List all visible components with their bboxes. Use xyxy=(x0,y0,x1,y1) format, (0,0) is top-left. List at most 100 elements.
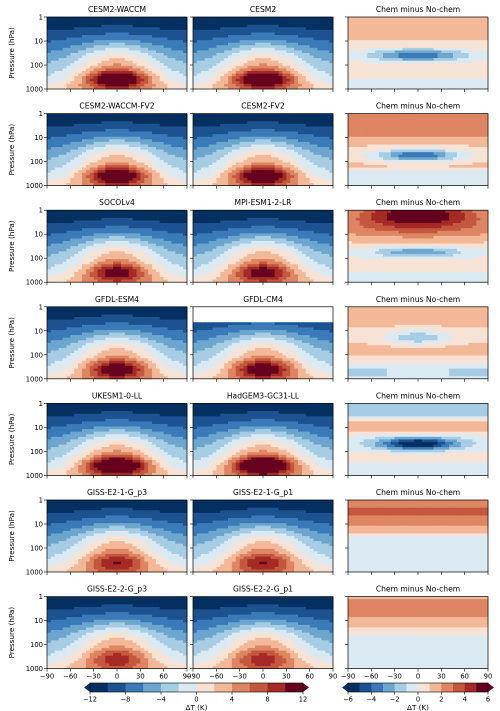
heatmap-cell xyxy=(255,27,260,31)
heatmap-cell xyxy=(301,32,307,36)
heatmap-cell xyxy=(251,123,256,127)
heatmap-cell xyxy=(193,22,198,26)
heatmap-cell xyxy=(290,71,295,74)
heatmap-cell xyxy=(394,83,399,87)
heatmap-cell xyxy=(128,65,133,69)
heatmap-cell xyxy=(128,83,133,87)
heatmap-cell xyxy=(136,118,141,122)
heatmap-cell xyxy=(259,83,264,87)
heatmap-cell xyxy=(163,165,168,168)
heatmap-cell xyxy=(290,50,295,54)
heatmap-cell xyxy=(109,27,114,31)
heatmap-cell xyxy=(144,65,149,69)
heatmap-cell xyxy=(472,71,477,74)
heatmap-cell xyxy=(179,29,184,33)
heatmap-cell xyxy=(371,55,376,59)
heatmap-cell xyxy=(480,17,485,20)
heatmap-cell xyxy=(70,116,75,120)
heatmap-cell xyxy=(298,152,303,156)
heatmap-cell xyxy=(183,81,188,85)
heatmap-cell xyxy=(124,180,130,184)
heatmap-cell xyxy=(394,86,399,90)
heatmap-cell xyxy=(317,175,322,179)
heatmap-cell xyxy=(74,76,79,80)
heatmap-cell xyxy=(101,170,106,174)
heatmap-cell xyxy=(47,136,52,140)
heatmap-cell xyxy=(171,183,176,186)
heatmap-cell xyxy=(148,165,153,168)
heatmap-cell xyxy=(453,35,458,38)
heatmap-cell xyxy=(155,165,161,168)
heatmap-cell xyxy=(274,154,279,158)
heatmap-cell xyxy=(274,116,279,120)
heatmap-cell xyxy=(464,22,469,26)
heatmap-cell xyxy=(375,24,380,28)
heatmap-cell xyxy=(140,149,145,153)
heatmap-cell xyxy=(418,22,423,26)
heatmap-cell xyxy=(394,81,399,85)
heatmap-cell xyxy=(301,118,307,122)
heatmap-cell xyxy=(255,47,260,51)
heatmap-cell xyxy=(171,17,176,20)
heatmap-cell xyxy=(406,37,411,41)
heatmap-cell xyxy=(193,40,198,44)
heatmap-cell xyxy=(278,40,283,44)
heatmap-cell xyxy=(274,32,279,36)
heatmap-cell xyxy=(193,73,198,77)
heatmap-cell xyxy=(348,86,353,90)
heatmap-cell xyxy=(298,134,303,138)
heatmap-cell xyxy=(171,32,176,36)
heatmap-cell xyxy=(179,116,184,120)
heatmap-cell xyxy=(231,147,237,150)
heatmap-cell xyxy=(93,165,98,168)
heatmap-cell xyxy=(239,45,244,49)
heatmap-cell xyxy=(62,116,67,120)
heatmap-cell xyxy=(97,154,102,158)
heatmap-cell xyxy=(212,121,217,125)
heatmap-cell xyxy=(472,32,477,36)
heatmap-cell xyxy=(58,157,63,161)
heatmap-cell xyxy=(301,157,307,161)
heatmap-cell xyxy=(317,154,322,158)
heatmap-cell xyxy=(418,58,423,62)
heatmap-cell xyxy=(394,45,399,49)
heatmap-cell xyxy=(78,58,83,62)
heatmap-cell xyxy=(216,68,221,72)
heatmap-cell xyxy=(175,65,180,69)
heatmap-cell xyxy=(159,116,165,120)
heatmap-cell xyxy=(429,27,434,31)
heatmap-cell xyxy=(294,118,299,122)
heatmap-cell xyxy=(179,165,184,168)
heatmap-cell xyxy=(89,73,95,77)
heatmap-cell xyxy=(120,183,126,186)
heatmap-cell xyxy=(425,81,431,85)
heatmap-cell xyxy=(216,63,221,67)
heatmap-cell xyxy=(433,37,438,41)
heatmap-cell xyxy=(78,167,83,171)
heatmap-cell xyxy=(270,53,276,56)
heatmap-cell xyxy=(266,78,272,82)
heatmap-cell xyxy=(54,180,60,184)
heatmap-cell xyxy=(216,24,221,28)
heatmap-cell xyxy=(429,17,434,20)
heatmap-cell xyxy=(196,71,202,74)
heatmap-cell xyxy=(321,53,326,56)
heatmap-cell xyxy=(101,123,106,127)
heatmap-cell xyxy=(78,126,83,130)
heatmap-cell xyxy=(212,113,217,117)
heatmap-cell xyxy=(418,45,423,49)
heatmap-cell xyxy=(58,53,63,56)
heatmap-cell xyxy=(317,121,322,125)
heatmap-cell xyxy=(255,118,260,122)
heatmap-cell xyxy=(132,76,137,80)
heatmap-cell xyxy=(144,78,149,82)
heatmap-cell xyxy=(286,45,291,49)
heatmap-cell xyxy=(175,29,180,33)
heatmap-cell xyxy=(390,81,396,85)
heatmap-cell xyxy=(163,144,168,148)
heatmap-cell xyxy=(62,159,67,163)
heatmap-cell xyxy=(305,47,311,51)
heatmap-cell xyxy=(128,32,133,36)
heatmap-cell xyxy=(163,183,168,186)
heatmap-cell xyxy=(128,81,133,85)
